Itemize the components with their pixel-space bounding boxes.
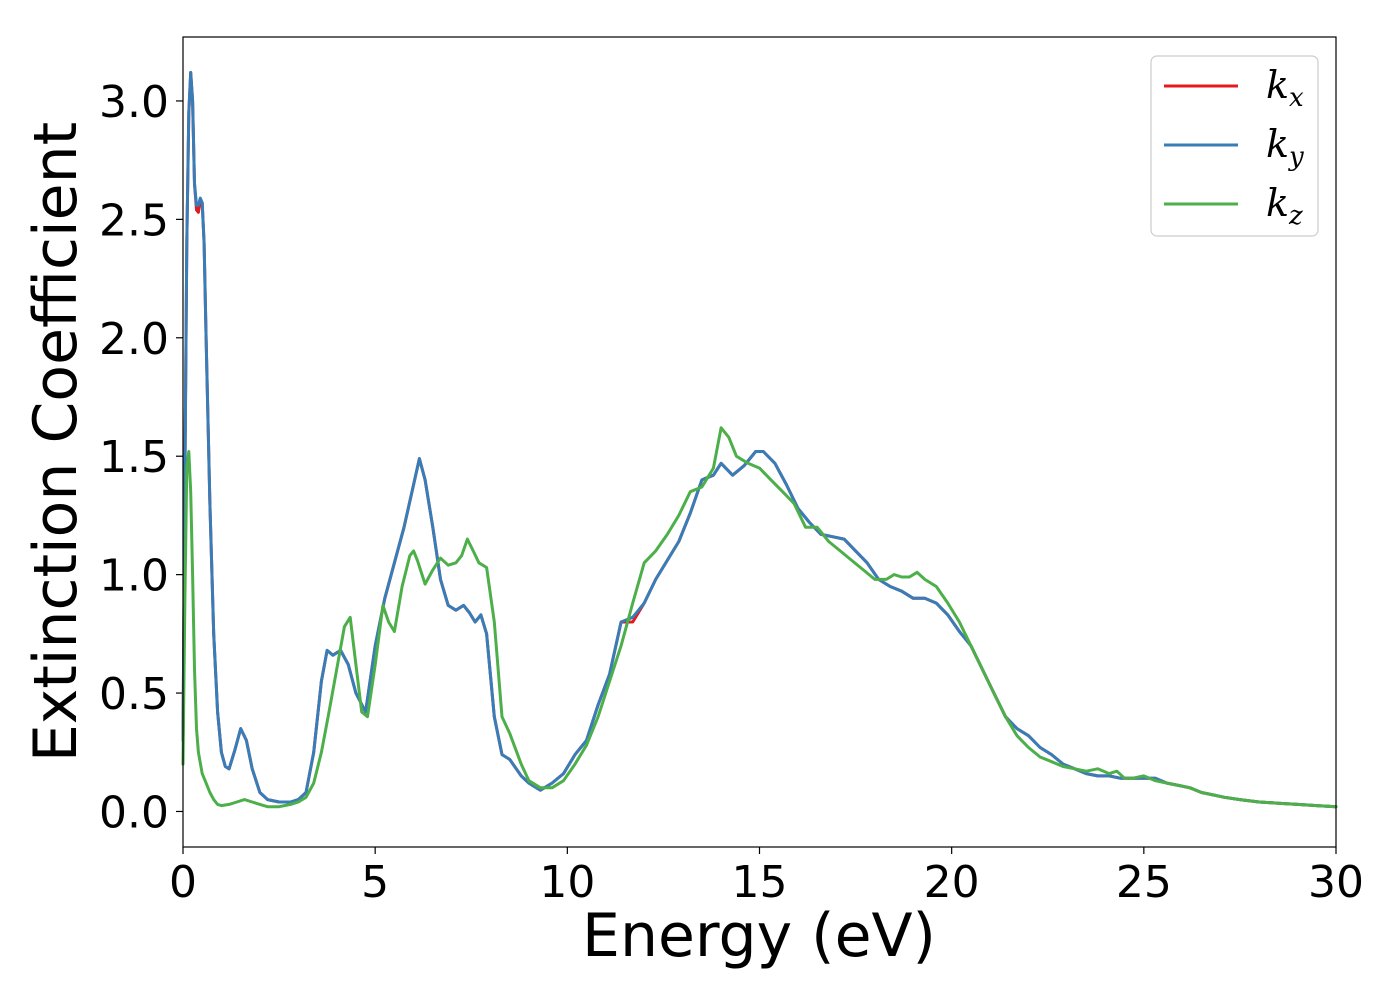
plot-frame — [182, 36, 1337, 848]
series-line-ky — [181, 71, 1338, 809]
x-tick-label: 15 — [732, 857, 788, 908]
y-tick-label: 0.0 — [99, 787, 169, 838]
legend-label-base: k — [1266, 181, 1289, 225]
legend-label-base: k — [1266, 63, 1289, 107]
legend-label-subscript: x — [1289, 83, 1304, 113]
plot-area — [183, 37, 1336, 847]
y-axis-ticks: 0.0 0.5 1.0 1.5 2.0 2.5 3.0 — [99, 77, 183, 838]
y-tick-label: 0.5 — [99, 669, 169, 720]
x-tick-label: 0 — [169, 857, 197, 908]
legend-label-subscript: y — [1288, 142, 1304, 172]
x-tick-label: 5 — [361, 857, 389, 908]
legend-label-subscript: z — [1288, 201, 1303, 231]
y-axis-title: Extinction Coefficient — [21, 122, 91, 762]
legend-label-kz: kz — [1266, 181, 1303, 231]
y-tick-label: 2.0 — [99, 314, 169, 365]
y-tick-label: 2.5 — [99, 195, 169, 246]
x-axis-ticks: 0 5 10 15 20 25 30 — [169, 847, 1364, 908]
x-tick-label: 20 — [924, 857, 980, 908]
x-tick-label: 10 — [539, 857, 595, 908]
y-tick-label: 3.0 — [99, 77, 169, 128]
y-tick-label: 1.0 — [99, 551, 169, 602]
legend-label-kx: kx — [1266, 63, 1304, 113]
series-line-kz — [181, 426, 1338, 809]
x-axis-title: Energy (eV) — [582, 901, 936, 971]
x-tick-label: 25 — [1116, 857, 1172, 908]
y-tick-label: 1.5 — [99, 432, 169, 483]
legend-label-base: k — [1266, 122, 1289, 166]
x-tick-label: 30 — [1308, 857, 1364, 908]
series-layer — [181, 71, 1338, 809]
legend-label-ky: ky — [1266, 122, 1304, 172]
